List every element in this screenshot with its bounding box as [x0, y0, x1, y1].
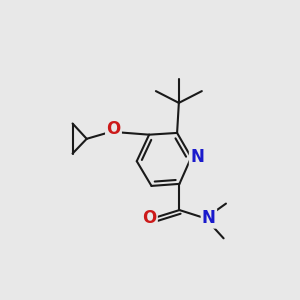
Text: O: O [142, 209, 157, 227]
Text: N: N [190, 148, 204, 166]
Text: N: N [202, 209, 216, 227]
Text: O: O [106, 120, 121, 138]
